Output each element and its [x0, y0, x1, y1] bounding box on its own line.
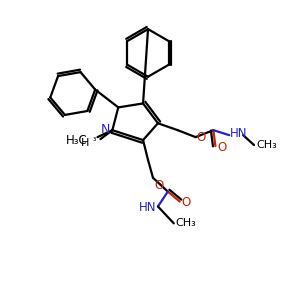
Text: O: O: [218, 140, 226, 154]
Text: H: H: [81, 138, 90, 148]
Text: O: O: [154, 179, 163, 192]
Text: N: N: [101, 123, 110, 136]
Text: H₃C: H₃C: [66, 134, 88, 147]
Text: HN: HN: [230, 127, 248, 140]
Text: O: O: [196, 130, 206, 144]
Text: ₃: ₃: [92, 134, 96, 143]
Text: CH₃: CH₃: [176, 218, 196, 228]
Text: HN: HN: [138, 201, 156, 214]
Text: O: O: [182, 196, 191, 209]
Text: CH₃: CH₃: [256, 140, 277, 150]
